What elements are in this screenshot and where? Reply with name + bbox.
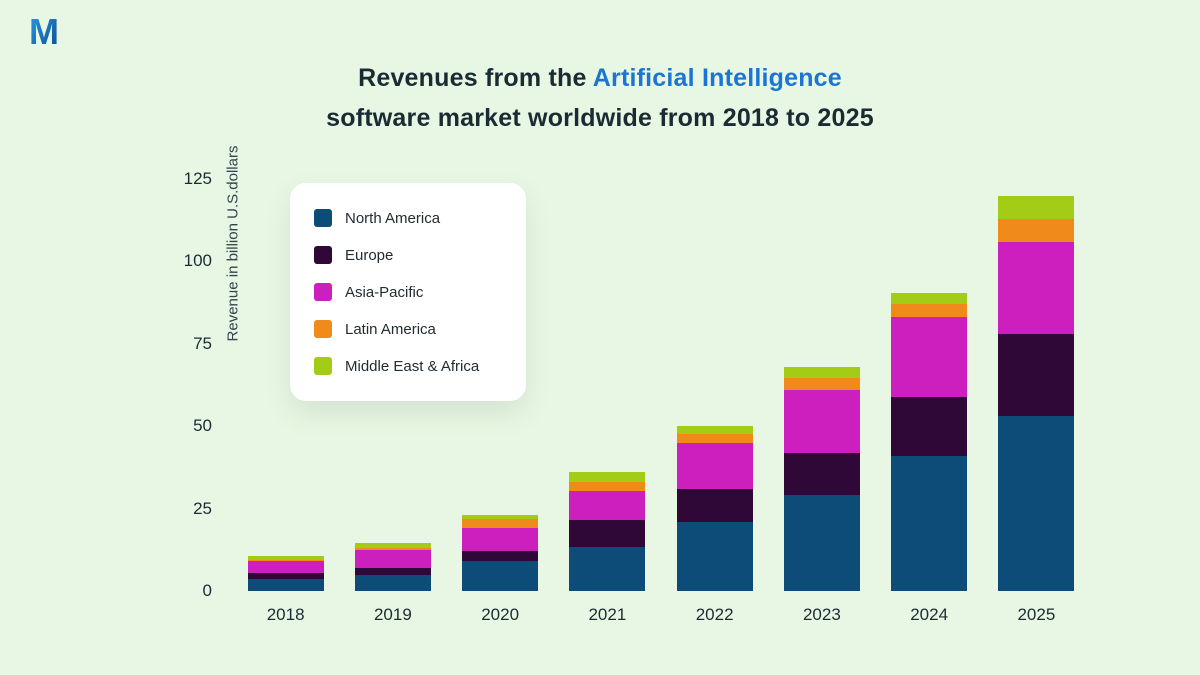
segment-asia-pacific — [569, 490, 646, 521]
segment-latin-america — [569, 482, 646, 491]
segment-asia-pacific — [998, 241, 1075, 334]
legend-swatch-icon — [314, 246, 332, 264]
y-tick-label: 25 — [193, 498, 212, 518]
bar-group-2018: 2018 — [232, 179, 339, 624]
segment-europe — [676, 488, 753, 522]
title-line2: software market worldwide from 2018 to 2… — [326, 104, 874, 132]
segment-latin-america — [891, 304, 968, 318]
segment-latin-america — [676, 434, 753, 443]
stacked-bar-2018 — [247, 556, 324, 591]
legend-swatch-icon — [314, 357, 332, 375]
legend-item-latin-america: Latin America — [314, 320, 502, 338]
x-tick-label: 2024 — [910, 605, 949, 624]
legend-swatch-icon — [314, 209, 332, 227]
segment-europe — [354, 567, 431, 575]
bar-group-2020: 2020 — [447, 179, 554, 624]
svg-text:M: M — [29, 12, 59, 52]
segment-north-america — [676, 521, 753, 591]
y-axis: 0 25 50 75 100 125 — [140, 169, 212, 600]
segment-europe — [569, 520, 646, 547]
y-tick-label: 50 — [193, 416, 212, 436]
segment-asia-pacific — [783, 389, 860, 453]
legend-label: Middle East & Africa — [345, 357, 480, 375]
segment-middle-east-africa — [354, 543, 431, 549]
legend-label: Asia-Pacific — [345, 283, 424, 301]
x-tick-label: 2019 — [373, 605, 412, 624]
segment-latin-america — [462, 518, 539, 529]
segment-asia-pacific — [462, 528, 539, 552]
segment-latin-america — [998, 218, 1075, 242]
segment-north-america — [247, 579, 324, 591]
segment-middle-east-africa — [569, 472, 646, 483]
x-tick-label: 2018 — [266, 605, 305, 624]
bar-group-2023: 2023 — [768, 179, 875, 624]
y-tick-label: 125 — [183, 169, 212, 188]
x-tick-label: 2021 — [588, 605, 627, 624]
legend: North America Europe Asia-Pacific Latin Ame… — [290, 183, 526, 401]
legend-item-europe: Europe — [314, 246, 502, 264]
stacked-bar-2022 — [676, 426, 753, 591]
y-tick-label: 75 — [193, 333, 212, 353]
bar-group-2022: 2022 — [661, 179, 768, 624]
segment-asia-pacific — [676, 442, 753, 489]
segment-north-america — [354, 574, 431, 591]
segment-middle-east-africa — [676, 426, 753, 435]
segment-asia-pacific — [891, 317, 968, 397]
bar-group-2019: 2019 — [339, 179, 446, 624]
legend-item-north-america: North America — [314, 209, 502, 227]
plot-area: 2018 2019 2020 2021 2022 2023 2024 2025 — [232, 179, 1090, 624]
segment-asia-pacific — [354, 549, 431, 568]
legend-swatch-icon — [314, 320, 332, 338]
legend-item-middle-east-africa: Middle East & Africa — [314, 357, 502, 375]
segment-north-america — [462, 561, 539, 591]
segment-asia-pacific — [247, 561, 324, 573]
legend-item-asia-pacific: Asia-Pacific — [314, 283, 502, 301]
stacked-bar-2021 — [569, 472, 646, 591]
x-tick-label: 2020 — [481, 605, 520, 624]
title-highlight: Artificial Intelligence — [592, 64, 842, 92]
x-tick-label: 2023 — [802, 605, 841, 624]
segment-middle-east-africa — [891, 292, 968, 305]
segment-north-america — [998, 416, 1075, 591]
bar-group-2025: 2025 — [983, 179, 1090, 624]
y-tick-label: 100 — [183, 251, 212, 271]
stacked-bar-2019 — [354, 543, 431, 591]
segment-europe — [247, 572, 324, 580]
segment-europe — [462, 551, 539, 562]
legend-label: Europe — [345, 246, 394, 264]
legend-label: Latin America — [345, 320, 436, 338]
segment-north-america — [891, 455, 968, 591]
x-tick-label: 2025 — [1017, 605, 1056, 624]
legend-swatch-icon — [314, 283, 332, 301]
brand-m-icon: M — [29, 11, 59, 52]
segment-latin-america — [247, 559, 324, 562]
chart-title: Revenues from the Artificial Intelligenc… — [0, 58, 1200, 138]
title-prefix: Revenues from the — [358, 64, 593, 92]
segment-north-america — [783, 495, 860, 591]
brand-logo: M — [28, 11, 70, 52]
segment-europe — [998, 333, 1075, 417]
legend-label: North America — [345, 209, 441, 227]
y-tick-label: 0 — [202, 581, 212, 600]
x-tick-label: 2022 — [695, 605, 734, 624]
segment-europe — [783, 452, 860, 496]
stacked-bar-2024 — [891, 292, 968, 591]
segment-middle-east-africa — [462, 515, 539, 519]
stacked-bar-2020 — [462, 515, 539, 591]
segment-latin-america — [783, 378, 860, 390]
segment-europe — [891, 396, 968, 456]
bar-group-2024: 2024 — [876, 179, 983, 624]
segment-north-america — [569, 546, 646, 591]
bar-group-2021: 2021 — [554, 179, 661, 624]
segment-middle-east-africa — [783, 366, 860, 379]
segment-middle-east-africa — [247, 556, 324, 560]
stacked-bar-2023 — [783, 366, 860, 591]
segment-latin-america — [354, 548, 431, 550]
stacked-bar-2025 — [998, 195, 1075, 591]
segment-middle-east-africa — [998, 195, 1075, 219]
